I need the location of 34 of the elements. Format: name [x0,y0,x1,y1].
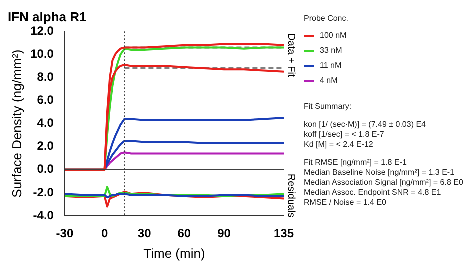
x-axis-title: Time (min) [144,246,206,261]
x-tick-label: 0 [101,226,108,241]
y-tick-label: 4.0 [37,116,54,130]
y-tick-label: 6.0 [37,93,54,108]
x-tick-label: 30 [138,226,152,241]
x-tick-label: 135 [274,226,294,241]
text: koff [1/sec] = < 1.8 E-7 [304,130,386,140]
text: Median Association Signal [ng/mm²] = 6.8 E0 [304,178,464,188]
y-tick-label: 2.0 [37,139,54,154]
text: RMSE / Noise = 1.4 E0 [304,198,388,208]
text: Fit RMSE [ng/mm²] = 1.8 E-1 [304,158,408,168]
x-tick-label: 60 [178,226,192,241]
text: Kd [M] = < 2.4 E-12 [304,140,374,150]
text: Fit Summary: [304,102,353,112]
text: kon [1/ (sec·M)] = (7.49 ± 0.03) E4 [304,120,427,130]
text: Median Baseline Noise [ng/mm²] = 1.3 E-1 [304,168,456,178]
chart-title: IFN alpha R1 [8,9,87,24]
text: Median Assoc. Endpoint SNR = 4.8 E1 [304,188,442,198]
legend-label: 11 nM [320,61,342,70]
x-tick-label: -30 [56,226,74,241]
x-tick-label: 90 [218,226,232,241]
y-tick-label: -4.0 [33,208,54,222]
text: Residuals [285,174,296,218]
y-axis-title: Surface Density (ng/mm²) [9,50,24,198]
y-tick-label: 12.0 [30,24,54,38]
y-tick-label: 10.0 [30,46,54,61]
legend-label: 33 nM [320,46,342,55]
legend-title: Probe Conc. [304,14,350,23]
legend-label: 100 nM [320,31,347,40]
y-tick-label: 0.0 [37,162,54,176]
legend-label: 4 nM [320,76,338,85]
text: Data + Fit [285,34,296,78]
y-tick-label: 8.0 [37,70,54,84]
y-tick-label: -2.0 [33,185,54,200]
